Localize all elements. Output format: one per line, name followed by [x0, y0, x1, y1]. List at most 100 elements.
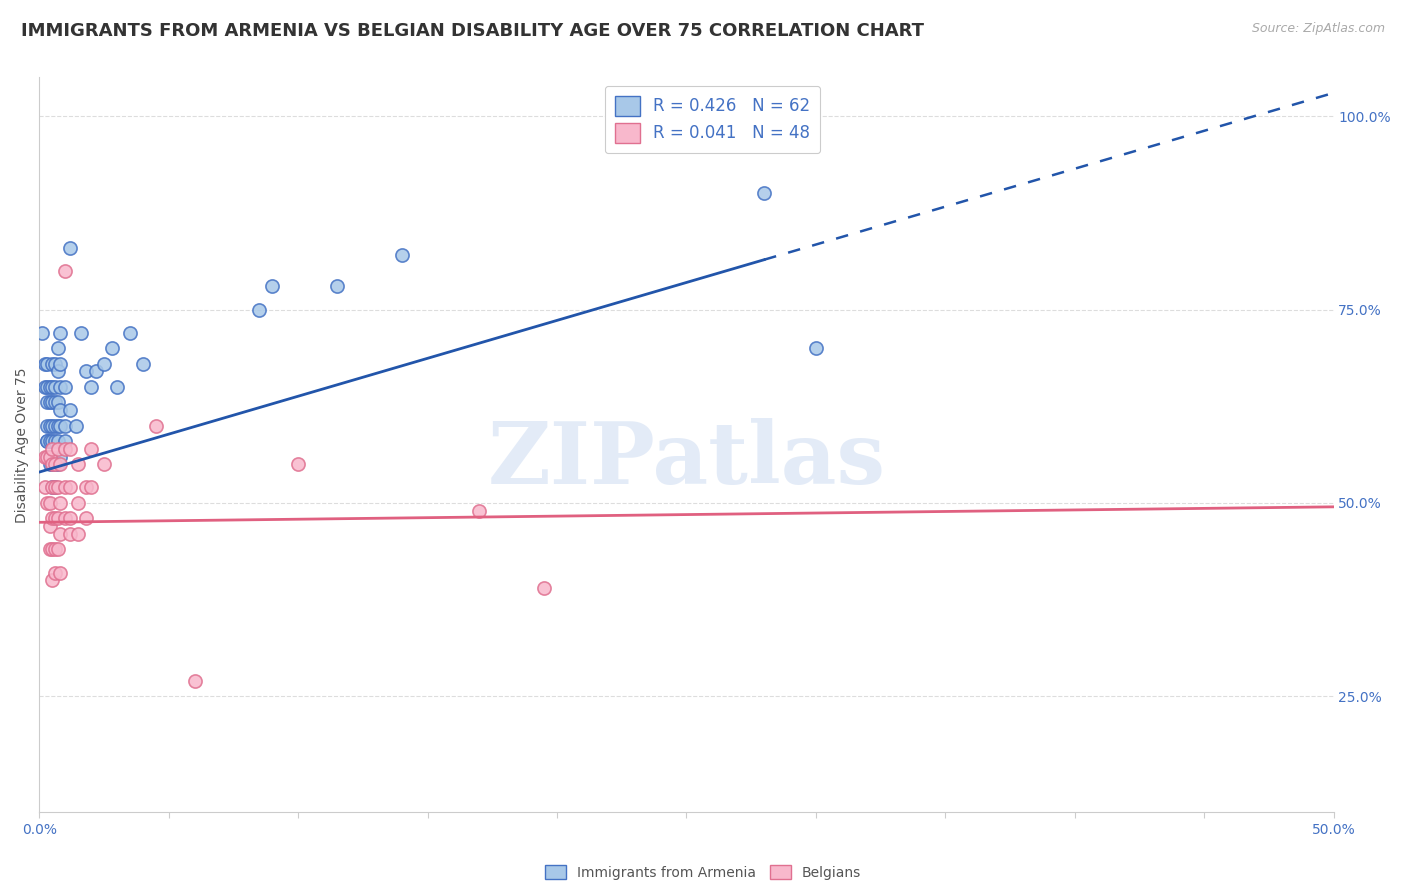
- Point: [46, 511, 69, 525]
- Point: [34, 481, 56, 495]
- Point: [49, 457, 72, 471]
- Point: [41, 511, 63, 525]
- Point: [37, 450, 59, 464]
- Point: [41, 380, 63, 394]
- Point: [37, 357, 59, 371]
- Point: [80, 380, 103, 394]
- Point: [41, 357, 63, 371]
- Point: [101, 341, 124, 355]
- Point: [59, 403, 82, 417]
- Point: [46, 364, 69, 378]
- Point: [41, 442, 63, 456]
- Point: [75, 481, 97, 495]
- Point: [287, 457, 309, 471]
- Point: [804, 341, 827, 355]
- Point: [44, 457, 66, 471]
- Point: [67, 457, 90, 471]
- Point: [53, 511, 76, 525]
- Point: [34, 450, 56, 464]
- Point: [38, 395, 60, 409]
- Point: [44, 481, 66, 495]
- Point: [391, 248, 413, 262]
- Point: [41, 457, 63, 471]
- Point: [468, 504, 491, 518]
- Point: [41, 457, 63, 471]
- Point: [326, 279, 349, 293]
- Point: [31, 326, 53, 340]
- Point: [49, 403, 72, 417]
- Point: [262, 279, 284, 293]
- Point: [37, 395, 59, 409]
- Point: [38, 496, 60, 510]
- Point: [80, 442, 103, 456]
- Point: [44, 457, 66, 471]
- Point: [38, 450, 60, 464]
- Point: [59, 241, 82, 255]
- Point: [44, 380, 66, 394]
- Point: [37, 434, 59, 448]
- Point: [41, 434, 63, 448]
- Point: [38, 450, 60, 464]
- Point: [44, 511, 66, 525]
- Point: [145, 418, 167, 433]
- Point: [49, 566, 72, 580]
- Point: [37, 380, 59, 394]
- Point: [69, 326, 91, 340]
- Point: [53, 418, 76, 433]
- Point: [75, 364, 97, 378]
- Legend: R = 0.426   N = 62, R = 0.041   N = 48: R = 0.426 N = 62, R = 0.041 N = 48: [605, 86, 820, 153]
- Text: Source: ZipAtlas.com: Source: ZipAtlas.com: [1251, 22, 1385, 36]
- Point: [53, 380, 76, 394]
- Point: [49, 527, 72, 541]
- Point: [44, 434, 66, 448]
- Point: [37, 496, 59, 510]
- Point: [46, 395, 69, 409]
- Point: [46, 457, 69, 471]
- Point: [49, 380, 72, 394]
- Point: [752, 186, 775, 201]
- Point: [44, 566, 66, 580]
- Point: [49, 326, 72, 340]
- Point: [44, 357, 66, 371]
- Point: [44, 481, 66, 495]
- Point: [38, 519, 60, 533]
- Point: [80, 481, 103, 495]
- Point: [53, 442, 76, 456]
- Point: [41, 418, 63, 433]
- Point: [59, 442, 82, 456]
- Point: [46, 434, 69, 448]
- Point: [44, 418, 66, 433]
- Point: [38, 418, 60, 433]
- Point: [41, 395, 63, 409]
- Point: [59, 527, 82, 541]
- Point: [93, 457, 115, 471]
- Point: [67, 527, 90, 541]
- Point: [46, 542, 69, 557]
- Text: IMMIGRANTS FROM ARMENIA VS BELGIAN DISABILITY AGE OVER 75 CORRELATION CHART: IMMIGRANTS FROM ARMENIA VS BELGIAN DISAB…: [21, 22, 924, 40]
- Point: [105, 380, 128, 394]
- Point: [46, 442, 69, 456]
- Point: [59, 511, 82, 525]
- Point: [46, 341, 69, 355]
- Point: [65, 418, 87, 433]
- Point: [249, 302, 271, 317]
- Point: [75, 511, 97, 525]
- Y-axis label: Disability Age Over 75: Disability Age Over 75: [15, 368, 30, 523]
- Point: [93, 357, 115, 371]
- Point: [38, 542, 60, 557]
- Point: [38, 380, 60, 394]
- Point: [41, 542, 63, 557]
- Point: [41, 574, 63, 588]
- Point: [67, 496, 90, 510]
- Text: ZIPatlas: ZIPatlas: [488, 417, 886, 501]
- Point: [86, 364, 108, 378]
- Point: [132, 357, 155, 371]
- Point: [38, 434, 60, 448]
- Point: [49, 357, 72, 371]
- Point: [533, 581, 555, 595]
- Point: [41, 481, 63, 495]
- Point: [46, 418, 69, 433]
- Point: [38, 457, 60, 471]
- Point: [183, 673, 205, 688]
- Point: [49, 418, 72, 433]
